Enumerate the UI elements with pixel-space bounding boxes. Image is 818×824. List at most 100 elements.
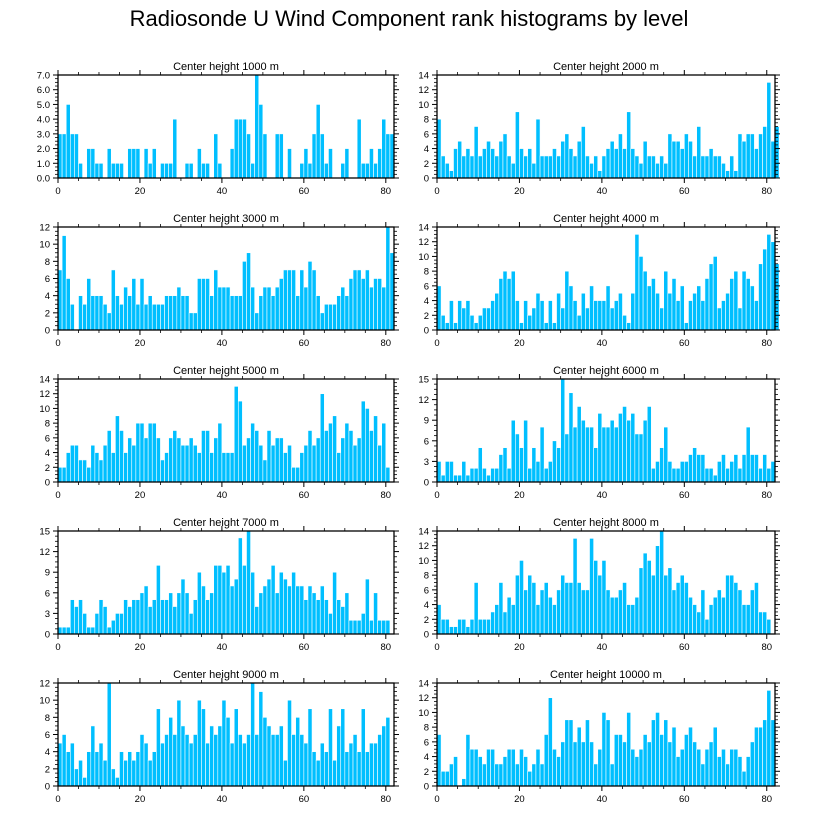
histogram-bar — [340, 606, 346, 635]
histogram-bar — [143, 437, 149, 483]
histogram-bar — [515, 763, 520, 787]
histogram-bar — [315, 599, 321, 635]
histogram-bar — [102, 759, 108, 787]
histogram-bar — [188, 437, 194, 483]
histogram-bar — [523, 155, 528, 179]
histogram-bar — [98, 295, 104, 331]
histogram-bar — [589, 162, 594, 179]
histogram-bar — [237, 295, 243, 331]
histogram-bar — [365, 162, 370, 179]
histogram-bar — [576, 726, 582, 787]
histogram-bar — [180, 295, 186, 331]
histogram-bar — [188, 162, 194, 179]
histogram-bar — [315, 295, 321, 331]
histogram-bar — [684, 133, 689, 179]
y-tick-label: 4 — [45, 747, 50, 758]
histogram-bar — [733, 270, 739, 331]
histogram-bar — [237, 734, 243, 787]
histogram-bar — [303, 286, 309, 331]
y-tick-label: 4 — [45, 448, 50, 459]
histogram-bar — [638, 256, 644, 331]
histogram-bar — [233, 386, 239, 483]
histogram-bar — [221, 699, 227, 787]
histogram-bar — [74, 606, 79, 635]
y-tick-label: 8 — [45, 257, 50, 268]
y-tick-label: 12 — [418, 237, 429, 248]
histogram-bar — [160, 742, 165, 787]
histogram-bar — [274, 734, 280, 787]
histogram-bar — [61, 626, 67, 635]
y-tick-label: 2 — [424, 767, 429, 778]
histogram-bar — [352, 444, 358, 483]
histogram-bar — [94, 295, 100, 331]
histogram-bar — [78, 295, 83, 331]
histogram-bar — [299, 734, 305, 787]
histogram-bar — [98, 459, 104, 483]
histogram-bar — [708, 741, 714, 787]
y-tick-label: 10 — [39, 240, 50, 251]
histogram-bar — [704, 155, 710, 179]
histogram-bar — [758, 467, 763, 483]
histogram-bar — [729, 574, 735, 635]
histogram-bar — [213, 269, 219, 331]
y-tick-label: 12 — [39, 223, 50, 234]
histogram-bar — [580, 741, 586, 787]
histogram-bar — [552, 322, 557, 331]
histogram-bar — [246, 437, 251, 483]
histogram-bar — [377, 619, 383, 635]
histogram-bar — [192, 734, 198, 787]
histogram-bar — [82, 613, 87, 635]
histogram-bar — [630, 292, 636, 331]
histogram-bar — [543, 155, 549, 179]
histogram-bar — [135, 599, 141, 635]
histogram-bar — [233, 578, 239, 635]
histogram-bar — [143, 148, 149, 179]
histogram-bar — [147, 759, 153, 787]
histogram-bar — [642, 552, 648, 635]
histogram-bar — [696, 285, 702, 331]
histogram-bar — [745, 604, 751, 635]
histogram-bar — [494, 763, 500, 787]
histogram-bar — [131, 148, 137, 179]
histogram-bar — [605, 426, 611, 483]
histogram-bar — [527, 770, 533, 787]
histogram-bar — [143, 585, 149, 635]
histogram-bar — [733, 582, 739, 635]
histogram-bar — [110, 619, 116, 635]
histogram-bar — [498, 140, 504, 179]
histogram-bar — [115, 162, 120, 179]
histogram-bar — [692, 292, 697, 331]
histogram-bar — [535, 292, 541, 331]
histogram-bar — [663, 162, 669, 179]
y-tick-label: 14 — [418, 527, 429, 538]
y-tick-label: 1.0 — [37, 159, 50, 170]
x-tick-label: 80 — [381, 338, 392, 349]
histogram-bar — [745, 756, 751, 787]
histogram-bar — [601, 300, 607, 331]
histogram-bar — [160, 459, 165, 483]
histogram-bar — [667, 741, 673, 787]
histogram-panel: Center height 10000 m 0 2 4 6 8 10 12 14 0 20 40 60 8… — [418, 669, 780, 805]
histogram-bar — [585, 589, 590, 635]
x-tick-label: 40 — [217, 642, 228, 653]
histogram-bar — [725, 574, 730, 635]
histogram-bar — [684, 734, 689, 787]
histogram-panel: Center height 4000 m 0 2 4 6 8 10 12 14 0 20 40 60 80 — [418, 213, 780, 349]
histogram-bar — [741, 454, 747, 483]
histogram-bar — [741, 770, 747, 787]
y-tick-label: 8 — [424, 571, 429, 582]
x-tick-label: 80 — [761, 794, 772, 805]
histogram-bar — [609, 763, 615, 787]
histogram-bar — [139, 592, 145, 635]
histogram-bar — [655, 712, 660, 787]
histogram-bar — [473, 467, 479, 483]
histogram-bar — [531, 763, 537, 787]
y-tick-label: 14 — [418, 679, 429, 690]
histogram-bar — [61, 235, 67, 331]
y-tick-label: 7.0 — [37, 71, 50, 82]
y-tick-label: 6 — [45, 588, 50, 599]
histogram-bar — [704, 618, 710, 635]
histogram-bar — [287, 585, 292, 635]
histogram-bar — [262, 585, 268, 635]
histogram-bar — [498, 278, 504, 331]
